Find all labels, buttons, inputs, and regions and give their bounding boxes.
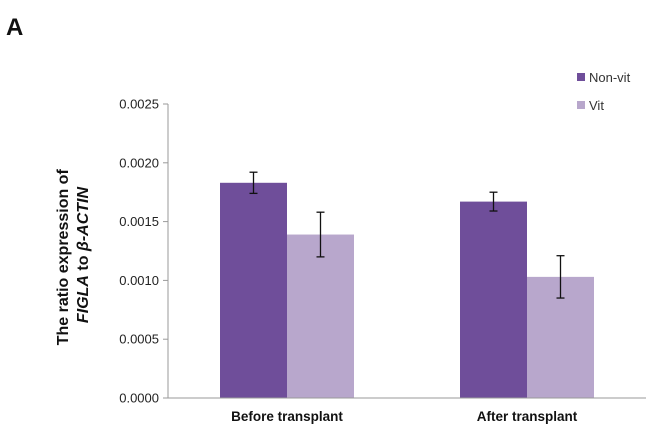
bar-non-vit-before-transplant: [220, 182, 287, 398]
legend-label: Non-vit: [589, 70, 631, 85]
errorbar-vit-after-transplant: [556, 255, 565, 299]
y-axis-label-line2: FIGLA to β-ACTIN: [75, 186, 92, 323]
legend-label: Vit: [589, 98, 604, 113]
panel-label: A: [6, 14, 24, 41]
y-tick-label: 0.0020: [119, 155, 159, 170]
x-category-label: After transplant: [477, 409, 578, 424]
y-axis-label: The ratio expression of FIGLA to β-ACTIN: [55, 165, 92, 346]
legend-item-vit: Vit: [577, 98, 604, 113]
errorbar-vit-before-transplant: [316, 211, 325, 258]
y-tick-label: 0.0025: [119, 97, 159, 112]
errorbar-non-vit-after-transplant: [489, 191, 498, 212]
y-tick-label: 0.0000: [119, 391, 159, 406]
bar-vit-before-transplant: [287, 234, 354, 398]
legend-swatch: [577, 73, 585, 81]
y-axis-label-reference: β-ACTIN: [75, 186, 92, 252]
y-tick-label: 0.0010: [119, 273, 159, 288]
y-axis-label-to: to: [75, 251, 92, 275]
y-axis-label-line1: The ratio expression of: [55, 169, 72, 346]
x-category-label: Before transplant: [231, 409, 343, 424]
legend-item-non-vit: Non-vit: [577, 70, 631, 85]
errorbar-non-vit-before-transplant: [249, 171, 258, 195]
y-tick-label: 0.0005: [119, 332, 159, 347]
legend-swatch: [577, 101, 585, 109]
y-tick-label: 0.0015: [119, 214, 159, 229]
bar-non-vit-after-transplant: [460, 201, 527, 398]
y-axis-label-gene: FIGLA: [75, 275, 92, 323]
